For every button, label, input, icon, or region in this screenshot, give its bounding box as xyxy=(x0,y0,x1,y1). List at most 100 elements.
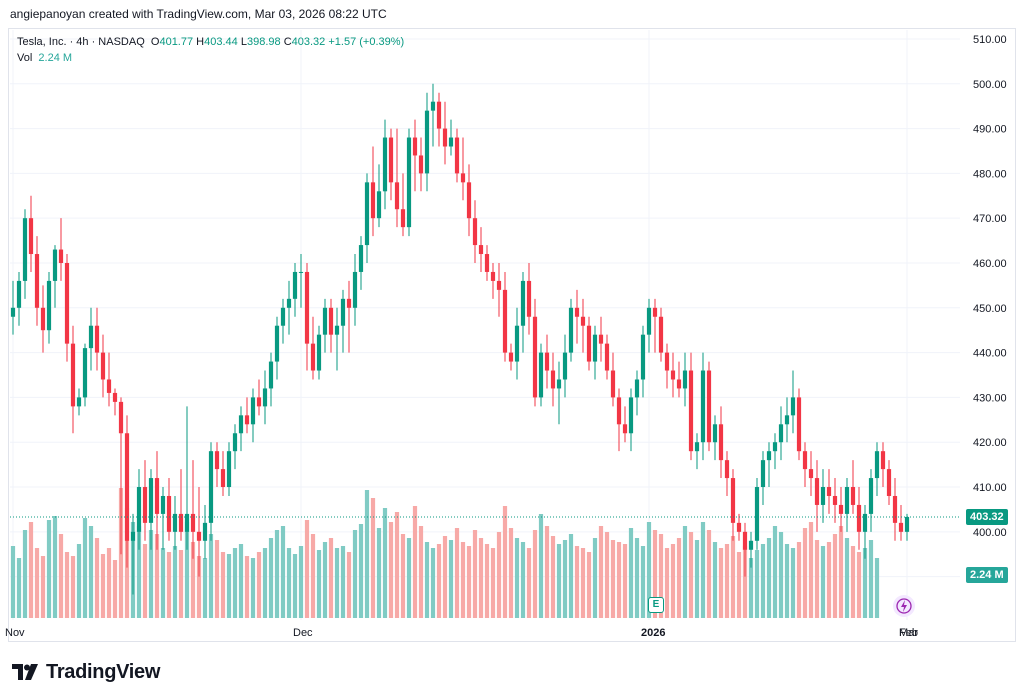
candle-body xyxy=(676,379,682,389)
candle-body xyxy=(538,352,544,398)
candle-body xyxy=(190,513,196,532)
legend-symbol[interactable]: Tesla, Inc. · 4h · NASDAQ xyxy=(17,36,145,48)
volume-bar xyxy=(100,554,106,618)
candle-body xyxy=(568,307,574,353)
candle-body xyxy=(634,379,640,398)
candle-body xyxy=(412,137,418,156)
volume-bar xyxy=(646,522,652,618)
volume-bar xyxy=(166,552,172,618)
volume-bar xyxy=(784,544,790,618)
candle-body xyxy=(856,504,862,532)
candle-body xyxy=(40,307,46,331)
volume-bar xyxy=(508,528,514,618)
y-tick-label: 410.00 xyxy=(973,482,1007,494)
lightning-icon[interactable] xyxy=(893,595,915,617)
candle-body xyxy=(328,307,334,335)
volume-bar xyxy=(466,546,472,618)
candle-body xyxy=(406,137,412,228)
candle-body xyxy=(172,513,178,532)
candle-body xyxy=(880,451,886,470)
candle-body xyxy=(22,218,28,281)
candle-body xyxy=(790,397,796,416)
candle-body xyxy=(322,307,328,335)
candle-body xyxy=(70,343,76,407)
candle-body xyxy=(484,254,490,272)
candle-body xyxy=(430,101,436,111)
volume-bar xyxy=(58,534,64,618)
candle-body xyxy=(628,397,634,434)
candle-body xyxy=(388,137,394,183)
candle-body xyxy=(694,442,700,452)
candle-body xyxy=(88,325,94,349)
volume-bar xyxy=(28,522,34,618)
candle-body xyxy=(874,451,880,479)
candle-body xyxy=(346,298,352,308)
volume-bar xyxy=(238,544,244,618)
tradingview-logo-text: TradingView xyxy=(46,660,161,683)
candle-body xyxy=(586,325,592,362)
volume-bar xyxy=(292,554,298,618)
volume-bar xyxy=(214,540,220,618)
volume-bar xyxy=(70,556,76,618)
candle-body xyxy=(304,271,310,344)
volume-bar xyxy=(502,506,508,618)
candle-body xyxy=(136,487,142,532)
volume-bar xyxy=(874,558,880,618)
volume-bar xyxy=(634,538,640,618)
candle-body xyxy=(268,361,274,389)
volume-bar xyxy=(190,542,196,618)
volume-bar xyxy=(580,548,586,618)
volume-bar xyxy=(700,522,706,618)
y-tick-label: 500.00 xyxy=(973,79,1007,91)
volume-bar xyxy=(184,522,190,618)
candle-body xyxy=(58,249,64,263)
volume-bar xyxy=(550,536,556,618)
volume-bar xyxy=(154,534,160,618)
volume-bar xyxy=(844,538,850,618)
candle-body xyxy=(574,307,580,317)
candle-body xyxy=(214,451,220,470)
volume-bar xyxy=(262,548,268,618)
candle-body xyxy=(796,397,802,452)
volume-bar xyxy=(664,548,670,618)
volume-bar xyxy=(346,552,352,618)
candle-body xyxy=(898,522,904,532)
volume-bar xyxy=(616,542,622,618)
volume-bar xyxy=(478,538,484,618)
candle-body xyxy=(892,495,898,523)
volume-bar xyxy=(310,534,316,618)
volume-bar xyxy=(202,558,208,618)
candle-body xyxy=(124,433,130,541)
volume-bar xyxy=(730,536,736,618)
volume-bar xyxy=(778,532,784,618)
candle-body xyxy=(142,487,148,523)
volume-bar xyxy=(250,558,256,618)
candle-body xyxy=(784,415,790,425)
volume-bar xyxy=(568,534,574,618)
volume-bar xyxy=(862,548,868,618)
x-tick-label: Mar xyxy=(899,627,918,639)
volume-bar xyxy=(232,548,238,618)
volume-bar xyxy=(34,548,40,618)
candle-body xyxy=(472,218,478,246)
volume-bar xyxy=(706,530,712,618)
legend-volume-label[interactable]: Vol xyxy=(17,52,33,64)
candle-body xyxy=(220,469,226,488)
candle-body xyxy=(394,182,400,210)
candle-body xyxy=(202,522,208,541)
candle-body xyxy=(496,280,502,290)
candle-body xyxy=(604,343,610,371)
earnings-icon[interactable]: E xyxy=(648,597,664,613)
legend-close-label: C xyxy=(283,36,292,48)
volume-bar xyxy=(484,544,490,618)
volume-bar xyxy=(586,552,592,618)
legend-low-label: L xyxy=(240,36,247,48)
candle-body xyxy=(118,401,124,434)
tradingview-logo[interactable]: TradingView xyxy=(12,660,160,684)
volume-bar xyxy=(274,530,280,618)
y-tick-label: 400.00 xyxy=(973,527,1007,539)
volume-value-label: 2.24 M xyxy=(966,567,1008,583)
candle-body xyxy=(256,397,262,407)
candle-body xyxy=(760,460,766,488)
